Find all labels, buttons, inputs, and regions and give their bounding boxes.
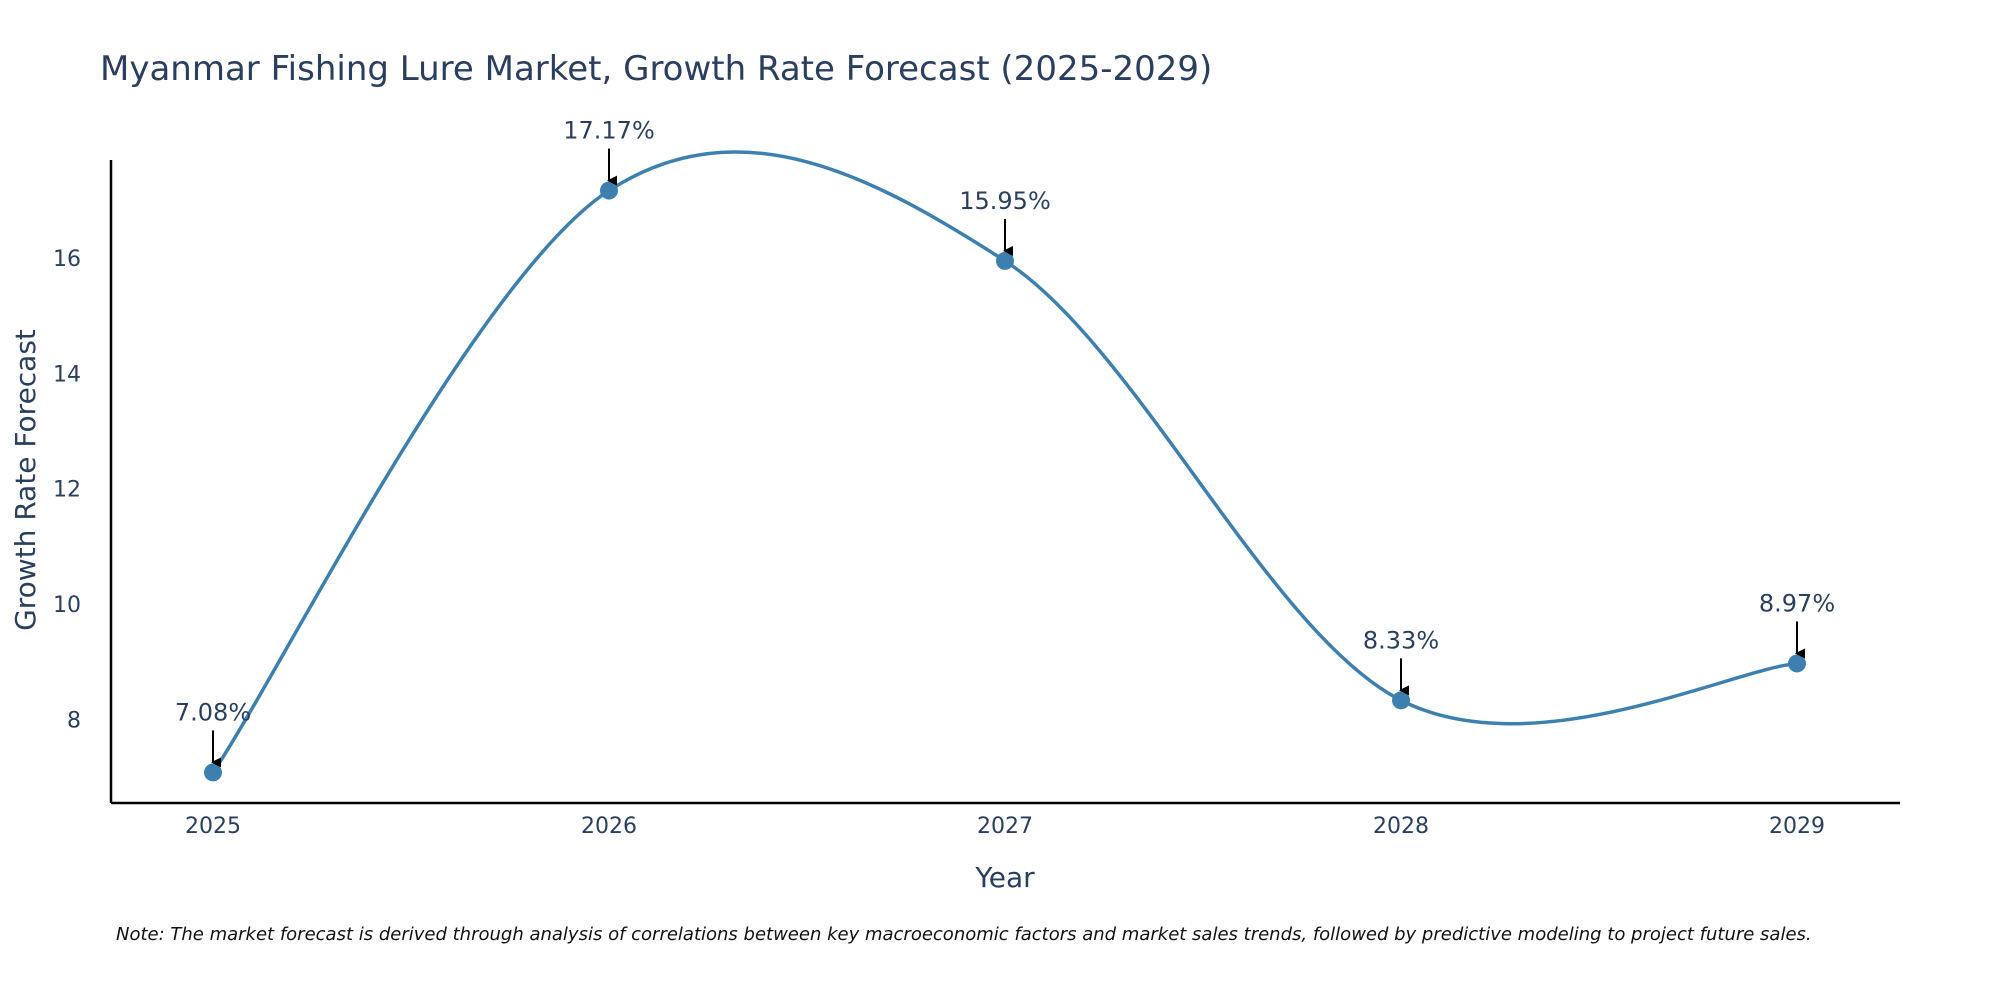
x-tick-label: 2027 [977,814,1033,839]
series-line [211,150,1798,774]
y-tick-label: 16 [53,247,81,272]
y-tick-label: 10 [53,593,81,618]
x-tick-label: 2026 [581,814,637,839]
data-point [204,763,222,782]
y-tick-label: 8 [67,708,81,733]
y-tick-label: 14 [53,362,81,387]
data-point [600,181,618,200]
x-tick-label: 2025 [185,814,241,839]
data-markers [204,181,1806,782]
data-label: 15.95% [959,187,1051,215]
data-point [1392,691,1410,710]
chart-title: Myanmar Fishing Lure Market, Growth Rate… [100,49,1212,89]
data-label: 17.17% [563,117,655,145]
x-tick-label: 2028 [1373,814,1429,839]
x-axis-title: Year [974,861,1035,894]
data-annotations: 7.08% 17.17% 15.95% 8.33% 8.97% [175,117,1835,768]
data-label: 8.33% [1363,626,1439,654]
data-point [996,251,1014,270]
x-tick-labels: 2025 2026 2027 2028 2029 [185,814,1825,839]
x-tick-label: 2029 [1769,814,1825,839]
data-label: 7.08% [175,698,251,726]
data-label: 8.97% [1759,589,1835,617]
footnote: Note: The market forecast is derived thr… [116,924,1812,945]
y-axis-title: Growth Rate Forecast [9,329,42,631]
axes [109,160,1900,805]
y-tick-label: 12 [53,478,81,503]
data-point [1788,654,1806,673]
y-tick-labels: 8 10 12 14 16 [53,247,81,733]
